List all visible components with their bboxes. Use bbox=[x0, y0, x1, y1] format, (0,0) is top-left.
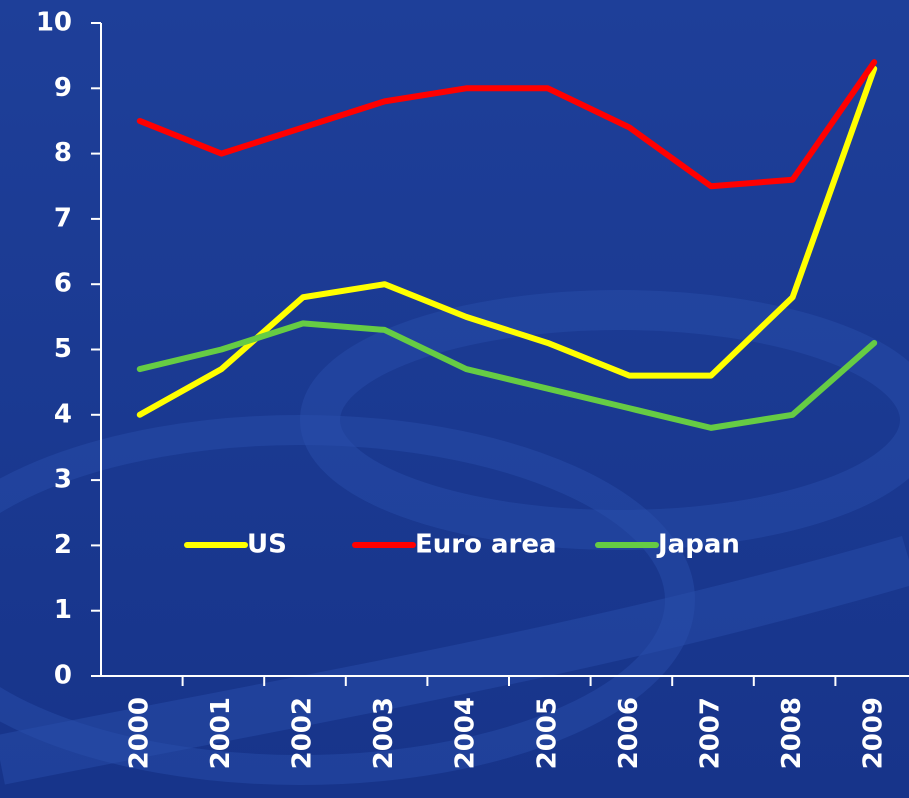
line bbox=[136, 59, 878, 190]
legend-label: Euro area bbox=[415, 530, 557, 560]
y-tick-label: 10 bbox=[36, 8, 72, 38]
x-tick-label: 2005 bbox=[532, 697, 562, 769]
y-tick-label: 8 bbox=[54, 138, 72, 168]
line bbox=[136, 320, 878, 431]
x-tick-label: 2000 bbox=[124, 697, 154, 769]
decoration bbox=[0, 290, 909, 785]
y-tick-label: 5 bbox=[54, 334, 72, 364]
x-tick-label: 2003 bbox=[369, 697, 399, 769]
y-tick-label: 3 bbox=[54, 465, 72, 495]
x-tick-label: 2002 bbox=[288, 697, 318, 769]
x-tick-label: 2001 bbox=[206, 697, 236, 769]
y-tick-label: 1 bbox=[54, 595, 72, 625]
y-tick-label: 7 bbox=[54, 203, 72, 233]
x-tick-label: 2007 bbox=[696, 697, 726, 769]
x-tick-label: 2006 bbox=[614, 697, 644, 769]
x-tick-label: 2004 bbox=[451, 697, 481, 769]
y-tick-label: 0 bbox=[54, 661, 72, 691]
x-tick-label: 2009 bbox=[859, 697, 889, 769]
line bbox=[136, 65, 878, 418]
y-tick-label: 6 bbox=[54, 269, 72, 299]
x-tick-label: 2008 bbox=[777, 697, 807, 769]
y-tick-label: 2 bbox=[54, 530, 72, 560]
y-tick-label: 9 bbox=[54, 73, 72, 103]
legend-label: US bbox=[247, 530, 287, 560]
y-tick-label: 4 bbox=[54, 399, 72, 429]
legend-label: Japan bbox=[656, 530, 740, 560]
